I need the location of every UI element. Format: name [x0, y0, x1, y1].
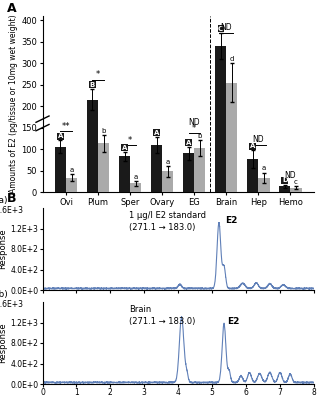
Bar	[183, 153, 194, 192]
Text: B: B	[7, 192, 16, 205]
Text: ND: ND	[284, 172, 296, 180]
Text: A: A	[154, 130, 159, 136]
Bar	[290, 188, 301, 192]
Y-axis label: Amounts of E2 (pg/tissue or 10mg wet weight): Amounts of E2 (pg/tissue or 10mg wet wei…	[9, 15, 18, 193]
Bar	[66, 178, 77, 192]
Bar	[55, 147, 66, 192]
Text: a: a	[70, 167, 74, 173]
Text: (a): (a)	[0, 196, 8, 205]
Bar	[247, 159, 258, 192]
Text: E2: E2	[225, 216, 237, 225]
Text: 1.6E+3: 1.6E+3	[0, 206, 23, 215]
Bar	[194, 148, 205, 192]
Text: **: **	[62, 122, 70, 131]
Bar	[151, 145, 162, 192]
Text: B: B	[90, 82, 95, 88]
Text: 1 µg/l E2 standard: 1 µg/l E2 standard	[129, 211, 206, 220]
Text: a: a	[166, 159, 170, 165]
Text: A: A	[186, 140, 191, 146]
Bar	[130, 184, 141, 192]
Text: (271.1 → 183.0): (271.1 → 183.0)	[129, 317, 196, 326]
Text: E2: E2	[227, 316, 240, 326]
Bar	[258, 178, 269, 192]
Bar	[87, 100, 98, 192]
Text: A: A	[122, 145, 127, 151]
Text: a: a	[262, 165, 266, 171]
Text: *: *	[192, 124, 196, 133]
Text: *: *	[96, 70, 100, 79]
Text: *: *	[128, 136, 132, 145]
Text: A: A	[7, 2, 17, 16]
Text: C: C	[218, 26, 223, 32]
Text: (b): (b)	[0, 290, 8, 299]
Bar	[215, 46, 226, 192]
Text: A: A	[250, 143, 255, 149]
Text: b: b	[101, 128, 106, 134]
Text: c: c	[294, 179, 298, 185]
Bar	[162, 171, 173, 192]
Text: (271.1 → 183.0): (271.1 → 183.0)	[129, 223, 196, 232]
Text: D: D	[282, 178, 288, 184]
Text: ND: ND	[188, 118, 200, 127]
Bar	[279, 186, 290, 192]
Text: Brain: Brain	[129, 305, 152, 314]
Text: ND: ND	[220, 23, 232, 32]
Y-axis label: Response: Response	[0, 229, 8, 269]
Bar	[98, 144, 109, 192]
Text: a: a	[134, 174, 138, 180]
Bar	[119, 156, 130, 192]
X-axis label: Tissue: Tissue	[164, 212, 192, 221]
Text: 1.6E+3: 1.6E+3	[0, 300, 23, 309]
Text: A: A	[58, 133, 63, 139]
Bar	[226, 82, 237, 192]
Text: b: b	[198, 133, 202, 139]
Text: ND: ND	[252, 135, 264, 144]
Text: d: d	[230, 56, 234, 62]
Y-axis label: Response: Response	[0, 323, 8, 363]
